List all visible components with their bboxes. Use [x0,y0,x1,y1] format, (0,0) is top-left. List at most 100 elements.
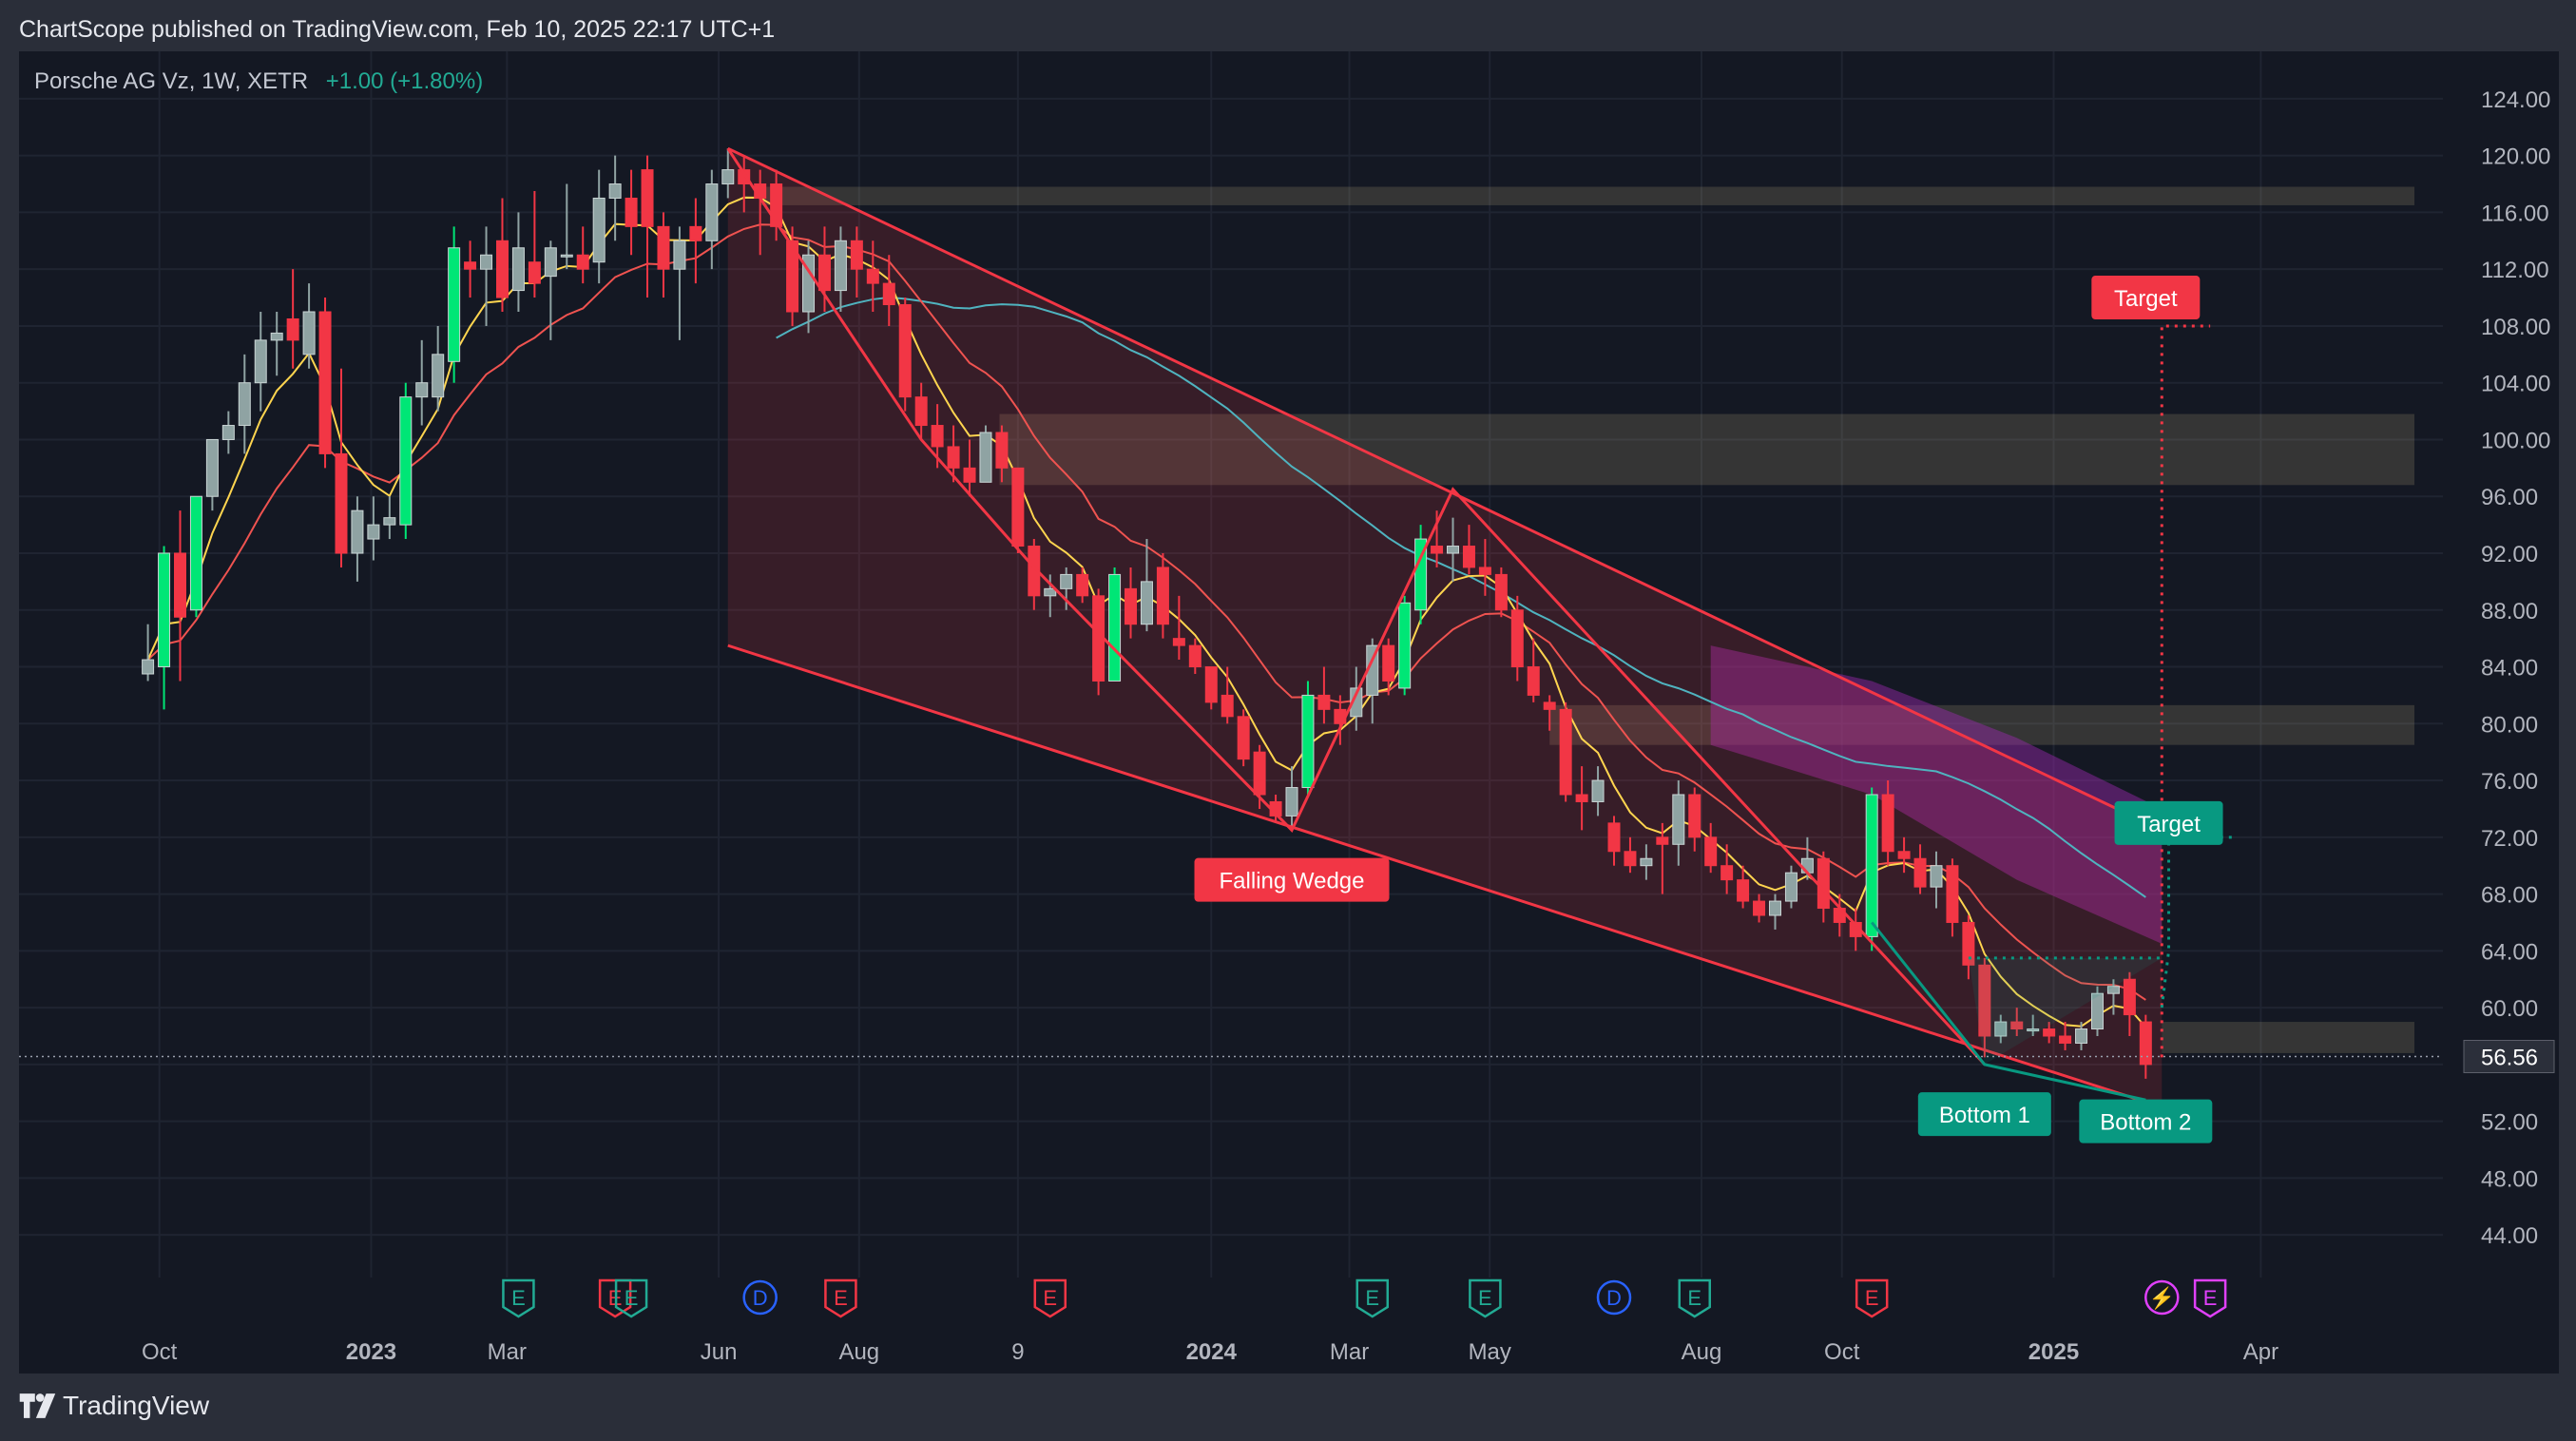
candle [1414,525,1428,624]
candle-body [1784,872,1797,902]
candle [898,298,912,412]
candle-body [1317,694,1331,710]
candle-body [963,467,976,483]
event-marker-text: E [1365,1286,1379,1310]
price-axis-label: 120.00 [2481,144,2550,170]
candle-body [1543,701,1556,710]
candle-body [1930,865,1943,888]
price-change: +1.00 (+1.80%) [325,68,484,94]
annotation-label-text: Target [2137,812,2201,837]
candle [511,212,525,312]
candle-body [2123,978,2136,1016]
event-marker-text: E [511,1286,526,1310]
tradingview-logo-icon [19,1393,56,1418]
candle-body [1865,794,1878,937]
candle-body [1913,857,1927,888]
time-axis-label: Aug [838,1339,879,1365]
event-marker-badge [1033,1278,1067,1318]
candle-body [399,396,413,526]
candle [1591,766,1605,817]
candle [2027,1014,2040,1036]
candle [1011,467,1025,553]
candle-body [882,282,895,306]
candle-body [480,254,493,270]
price-chart[interactable]: Target Target Bottom 1 Bottom 2 Falling Wedg… [19,51,2559,1374]
candle-body [995,432,1009,469]
candle [1204,666,1218,710]
annotation-label-text: Falling Wedge [1220,869,1365,894]
candle [1076,567,1089,604]
event-marker: E [1033,1278,1067,1318]
candle [1913,844,1927,894]
candle [1978,957,1991,1058]
event-marker-badge [1855,1278,1889,1318]
candle-body [1510,609,1524,668]
candle-body [1559,708,1572,796]
event-marker-badge [824,1278,857,1318]
supply-demand-zone [999,413,2414,486]
candle [657,212,670,298]
candle-body [1172,638,1185,646]
candle [1672,780,1685,866]
target-projection-line [2160,836,2234,1009]
candle [1447,517,1460,582]
candle [1060,567,1073,610]
candle-body [383,517,396,526]
candle [2106,979,2120,1015]
time-axis-label: Apr [2243,1339,2278,1365]
candle [1108,567,1122,682]
candle-body [1447,546,1460,554]
candle [1028,539,1041,610]
candle-body [1640,857,1653,867]
double-bottom-fill [1968,957,2163,1065]
event-marker: E [824,1278,857,1318]
tradingview-logo[interactable]: TradingView [19,1391,209,1421]
candle [1510,595,1524,682]
candle-body [576,254,589,270]
candle-body [173,552,186,618]
event-marker: E [2193,1278,2227,1318]
candle-body [898,304,912,398]
price-axis-label: 116.00 [2481,201,2549,226]
event-marker-text: D [1606,1286,1622,1310]
event-marker-text: E [2203,1286,2218,1310]
candle [351,496,364,582]
ma-cloud [1710,645,2163,944]
candle [576,226,589,284]
event-marker-text: E [1687,1286,1701,1310]
price-axis-label: 84.00 [2481,656,2538,682]
candle-body [931,425,944,448]
candle-body [205,438,219,497]
event-marker: E [1678,1278,1711,1318]
tradingview-logo-text: TradingView [63,1391,210,1420]
event-marker-badge [1469,1278,1502,1318]
candle [1607,816,1621,866]
candle-body [914,396,928,427]
candle-body [1204,666,1218,703]
price-axis-label: 64.00 [2481,939,2538,965]
candle-body [1768,900,1781,916]
event-marker: E [614,1278,648,1318]
candle [221,411,235,454]
candle [1398,595,1412,696]
candle [1092,588,1105,696]
candle [302,283,316,369]
event-marker-circle [1596,1279,1632,1316]
candle-body [1962,921,1975,966]
event-marker-badge [614,1278,648,1318]
candle-body [850,240,863,270]
candle [2010,1008,2024,1036]
sma-long-line [776,296,2146,898]
candle [1494,567,1508,618]
candle-body [1382,644,1395,682]
candle-body [2106,986,2120,994]
symbol-name: Porsche AG Vz, 1W, XETR [34,68,309,94]
price-axis: 124.00 120.00 116.00 112.00 108.00 104.00 100.… [2443,51,2559,1374]
price-axis-label: 92.00 [2481,542,2538,567]
candle-body [1060,573,1073,589]
candle-body [415,382,429,398]
candle-body [142,659,155,675]
candle-body [1140,581,1153,625]
candle-body [786,240,799,313]
chart-panel[interactable]: Target Target Bottom 1 Bottom 2 Falling Wedg… [19,51,2559,1374]
